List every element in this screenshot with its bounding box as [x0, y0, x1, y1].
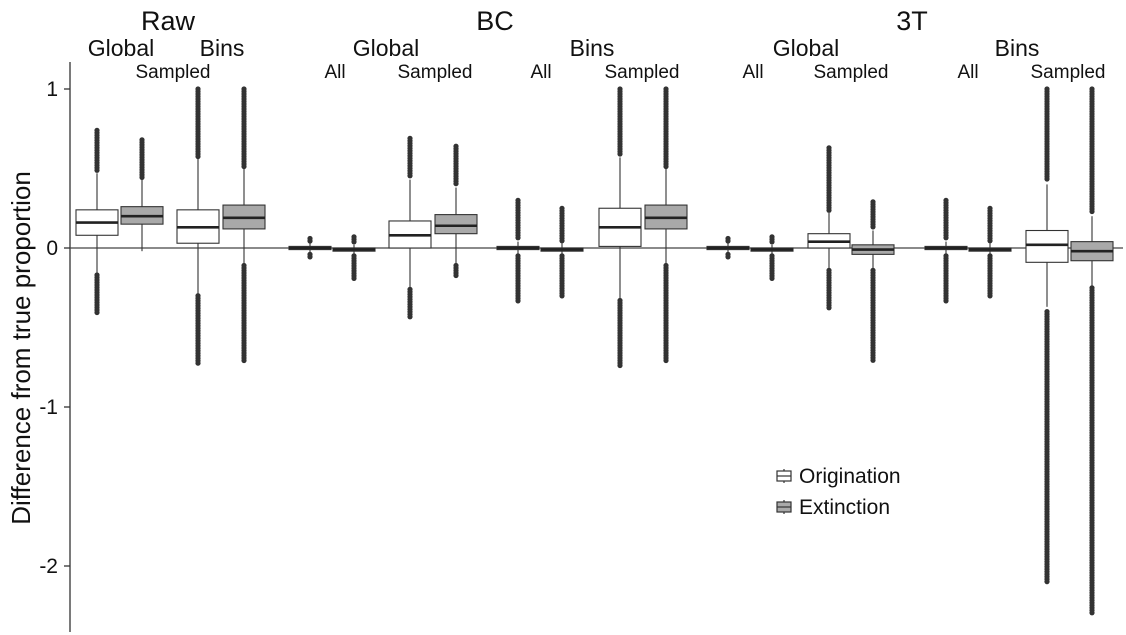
box-bc-global-all-extinction [332, 234, 376, 281]
legend-item-extinction: Extinction [776, 496, 890, 519]
header-labels: Raw BC 3T Global Bins Global Bins Global… [88, 6, 1106, 83]
panel-title-raw: Raw [141, 6, 196, 36]
category-label-3t-global-sampled: Sampled [814, 62, 889, 83]
group-label-raw-global: Global [88, 35, 154, 61]
panel-title-bc: BC [476, 6, 514, 36]
outlier-point [943, 235, 949, 241]
box-bc-bins-all-origination [496, 197, 540, 304]
box-raw-bins-sampled-origination [176, 86, 220, 366]
box-3t-bins-all-origination [924, 197, 968, 304]
group-label-3t-bins: Bins [995, 35, 1040, 61]
outlier-point [987, 293, 993, 299]
outlier-point [307, 254, 313, 260]
outlier-point [351, 239, 357, 245]
outlier-point [663, 357, 669, 364]
box-bc-bins-sampled-extinction [644, 86, 688, 364]
outlier-point [453, 272, 459, 279]
outlier-point [307, 238, 313, 244]
outlier-point [559, 293, 565, 299]
legend: Origination Extinction [776, 465, 901, 519]
outlier-point [515, 298, 521, 304]
outlier-point [515, 235, 521, 241]
box-body [1025, 229, 1069, 263]
outlier-point [870, 224, 876, 230]
category-label-3t-bins-sampled: Sampled [1031, 62, 1106, 83]
outlier-point [870, 357, 876, 363]
outlier-point [241, 163, 247, 170]
outlier-point [559, 238, 565, 244]
y-tick-label: -2 [39, 555, 58, 578]
category-label-raw-sampled: Sampled [136, 62, 211, 83]
box-bc-global-all-origination [288, 235, 332, 260]
group-label-bc-global: Global [353, 35, 419, 61]
box-3t-global-all-extinction [750, 234, 794, 281]
group-label-raw-bins: Bins [200, 35, 245, 61]
box-3t-bins-all-extinction [968, 205, 1012, 299]
outlier-point [1089, 208, 1095, 215]
outlier-point [725, 254, 731, 260]
outlier-point [139, 174, 145, 180]
category-label-bc-global-all: All [324, 62, 345, 83]
outlier-point [1044, 176, 1050, 182]
outlier-point [617, 151, 623, 157]
outlier-point [617, 362, 623, 369]
legend-label-origination: Origination [799, 465, 901, 488]
category-label-bc-bins-all: All [530, 62, 551, 83]
box-3t-bins-sampled-extinction [1070, 86, 1114, 616]
box-3t-global-all-origination [706, 235, 750, 260]
legend-item-origination: Origination [776, 465, 901, 488]
panel-title-3t: 3T [896, 6, 928, 36]
y-tick-label: 1 [46, 78, 58, 101]
outlier-point [1044, 579, 1050, 585]
outlier-point [453, 181, 459, 187]
outlier-point [1089, 610, 1095, 616]
y-axis-title: Difference from true proportion [6, 171, 36, 525]
outlier-point [407, 173, 413, 179]
outlier-point [826, 305, 832, 311]
outlier-point [195, 153, 201, 160]
box-raw-global-sampled-extinction [120, 137, 164, 252]
box-bc-bins-sampled-origination [598, 86, 642, 369]
outlier-point [987, 238, 993, 244]
box-raw-global-sampled-origination [75, 127, 119, 316]
outlier-point [195, 360, 201, 366]
outlier-point [943, 298, 949, 304]
category-label-bc-global-sampled: Sampled [398, 62, 473, 83]
category-label-3t-global-all: All [742, 62, 763, 83]
y-tick-label: -1 [39, 396, 58, 419]
group-label-3t-global: Global [773, 35, 839, 61]
outlier-point [826, 207, 832, 213]
plot-area [70, 86, 1123, 616]
outlier-point [241, 357, 247, 364]
outlier-point [769, 239, 775, 245]
box-3t-global-sampled-extinction [851, 199, 895, 363]
box-bc-global-sampled-extinction [434, 143, 478, 279]
category-label-bc-bins-sampled: Sampled [605, 62, 680, 83]
outlier-point [725, 238, 731, 244]
y-tick-label: 0 [46, 237, 58, 260]
outlier-point [663, 163, 669, 170]
outlier-point [407, 314, 413, 320]
outlier-point [94, 167, 100, 173]
box-3t-bins-sampled-origination [1025, 86, 1069, 585]
box-bc-bins-all-extinction [540, 205, 584, 299]
box-raw-bins-sampled-extinction [222, 86, 266, 364]
outlier-point [94, 309, 100, 316]
category-label-3t-bins-all: All [957, 62, 978, 83]
y-axis: 1 0 -1 -2 [39, 62, 71, 632]
group-label-bc-bins: Bins [570, 35, 615, 61]
legend-label-extinction: Extinction [799, 496, 890, 519]
outlier-point [351, 275, 357, 281]
box-3t-global-sampled-origination [807, 145, 851, 311]
outlier-point [769, 275, 775, 281]
box-body [434, 214, 478, 235]
box-bc-global-sampled-origination [388, 135, 432, 320]
